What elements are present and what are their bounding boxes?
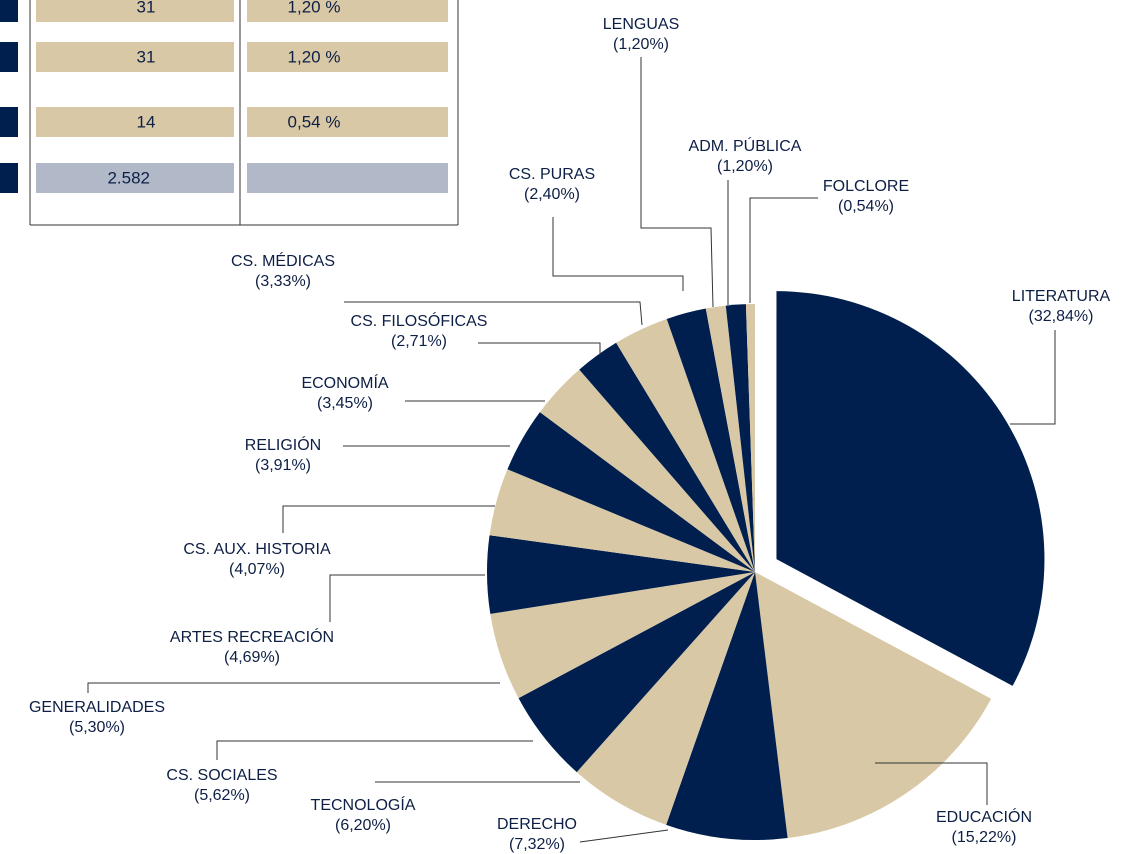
table-cell xyxy=(0,0,18,22)
leader-line xyxy=(216,740,533,760)
pie-slice xyxy=(666,572,788,840)
pie-slice xyxy=(705,305,755,572)
slice-label: EDUCACIÓN xyxy=(936,807,1032,826)
table-cell xyxy=(247,163,448,193)
slice-value-label: (15,22%) xyxy=(952,829,1017,846)
leader-line xyxy=(1010,330,1056,425)
table-cell xyxy=(0,163,18,193)
table-text: 31 xyxy=(137,47,156,66)
slice-label: GENERALIDADES xyxy=(29,699,165,716)
pie-slice xyxy=(576,572,755,825)
table-text: 2.582 xyxy=(107,168,150,187)
table-cell xyxy=(247,107,448,137)
table-text: 1,20 % xyxy=(288,0,341,16)
leader-line xyxy=(344,301,643,326)
slice-label: CS. AUX. HISTORIA xyxy=(183,541,331,558)
slice-value-label: (1,20%) xyxy=(613,36,669,53)
slice-label: DERECHO xyxy=(497,816,577,833)
table-cell xyxy=(247,42,448,72)
pie-slice xyxy=(776,291,1045,686)
slice-label: ARTES RECREACIÓN xyxy=(170,627,334,646)
table-cell xyxy=(0,42,18,72)
slice-value-label: (4,69%) xyxy=(224,649,280,666)
slice-value-label: (6,20%) xyxy=(335,817,391,834)
slice-label: LENGUAS xyxy=(603,16,679,33)
slice-value-label: (7,32%) xyxy=(509,836,565,853)
slice-label: TECNOLOGÍA xyxy=(311,795,416,814)
slice-label: RELIGIÓN xyxy=(245,435,321,454)
table-cell xyxy=(36,107,234,137)
leader-line xyxy=(552,217,684,291)
pie-slice xyxy=(755,572,992,839)
pie-slice xyxy=(490,572,755,699)
leader-line xyxy=(640,57,714,308)
leader-line xyxy=(87,682,500,693)
slice-value-label: (3,91%) xyxy=(255,457,311,474)
slice-label: CS. MÉDICAS xyxy=(231,251,335,270)
slice-label: LITERATURA xyxy=(1012,288,1111,305)
slice-value-label: (3,33%) xyxy=(255,273,311,290)
slice-label: CS. FILOSÓFICAS xyxy=(351,311,488,330)
pie-slice xyxy=(507,412,755,572)
slice-value-label: (5,62%) xyxy=(194,787,250,804)
table-cell xyxy=(0,107,18,137)
table xyxy=(29,0,459,226)
slice-label: FOLCLORE xyxy=(823,178,909,195)
slice-value-label: (32,84%) xyxy=(1029,308,1094,325)
table-text: 1,20 % xyxy=(288,47,341,66)
table-cell xyxy=(247,0,448,22)
table-cell xyxy=(36,42,234,72)
pie-slice xyxy=(745,304,755,572)
slice-label: CS. PURAS xyxy=(509,166,595,183)
slice-value-label: (5,30%) xyxy=(69,719,125,736)
table-text: 14 xyxy=(137,112,156,131)
pie-slice xyxy=(616,318,755,572)
leader-line xyxy=(282,505,495,533)
slice-value-label: (2,40%) xyxy=(524,186,580,203)
leader-line xyxy=(749,197,818,303)
slice-value-label: (2,71%) xyxy=(391,333,447,350)
slice-label: CS. SOCIALES xyxy=(166,767,277,784)
slice-value-label: (3,45%) xyxy=(317,395,373,412)
pie-slice xyxy=(579,342,755,572)
pie-slice xyxy=(666,308,755,572)
slice-label: ECONOMÍA xyxy=(301,373,388,392)
table-text: 0,54 % xyxy=(288,112,341,131)
table-cell xyxy=(36,0,234,22)
slice-label: ADM. PÚBLICA xyxy=(689,136,802,155)
slice-value-label: (0,54%) xyxy=(838,198,894,215)
pie-slice xyxy=(518,572,755,773)
slice-value-label: (1,20%) xyxy=(717,158,773,175)
pie-slice xyxy=(487,535,755,614)
pie-slice xyxy=(539,369,755,572)
leader-line xyxy=(579,829,669,843)
table-text: 31 xyxy=(137,0,156,16)
leader-line xyxy=(875,762,988,805)
leader-line xyxy=(478,342,601,355)
pie-slice xyxy=(489,469,755,572)
leader-line xyxy=(329,574,485,622)
slice-value-label: (4,07%) xyxy=(229,561,285,578)
table-cell xyxy=(36,163,234,193)
pie-slice xyxy=(725,304,755,572)
